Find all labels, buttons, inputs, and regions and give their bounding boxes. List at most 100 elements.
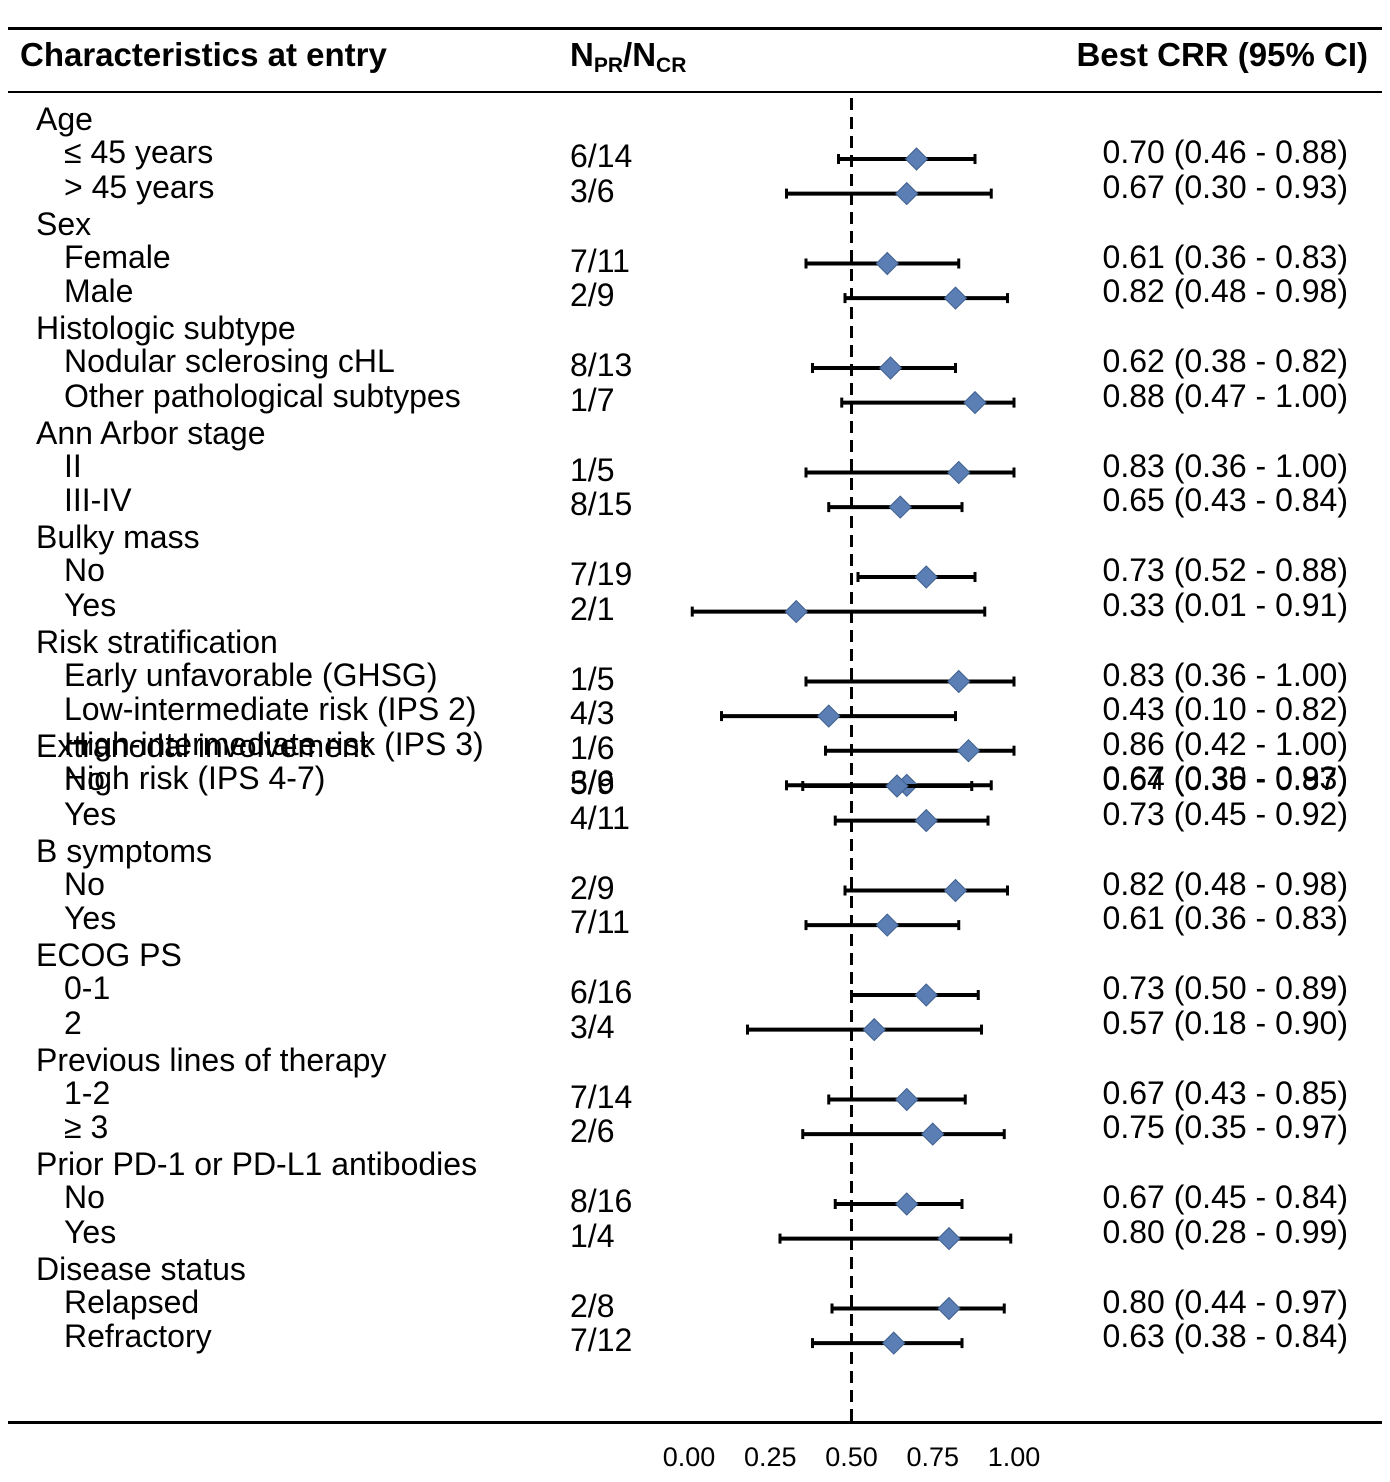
x-tick-label: 0.00	[663, 1442, 716, 1472]
row-n-ratio: 8/13	[570, 347, 633, 383]
point-estimate-marker	[947, 460, 971, 485]
header-rule	[8, 91, 1382, 93]
point-estimate-marker	[875, 913, 899, 937]
x-tick-label: 0.50	[825, 1442, 878, 1472]
bottom-rule	[8, 1421, 1382, 1424]
point-estimate-marker	[888, 495, 912, 519]
row-label: Yes	[64, 795, 117, 832]
row-label: III-IV	[64, 482, 132, 519]
x-tick-label: 1.00	[988, 1442, 1041, 1472]
row-estimate-text: 0.67 (0.45 - 0.84)	[1102, 1179, 1348, 1215]
row-label: > 45 years	[64, 168, 215, 205]
point-estimate-marker	[914, 565, 938, 589]
row-label: Relapsed	[64, 1283, 200, 1320]
row-estimate-text: 0.65 (0.43 - 0.84)	[1102, 482, 1348, 519]
row-n-ratio: 2/9	[570, 869, 615, 906]
row-n-ratio: 8/16	[570, 1183, 633, 1219]
point-estimate-marker	[937, 1296, 961, 1321]
header-characteristics: Characteristics at entry	[20, 36, 387, 73]
row-n-ratio: 7/11	[570, 242, 630, 279]
row-estimate-text: 0.63 (0.38 - 0.84)	[1102, 1318, 1348, 1355]
group-label: Histologic subtype	[36, 310, 296, 346]
row-estimate-text: 0.82 (0.48 - 0.98)	[1102, 865, 1348, 902]
row-n-ratio: 7/19	[570, 556, 633, 592]
row-label: No	[64, 865, 105, 902]
row-n-ratio: 2/8	[570, 1287, 615, 1324]
row-estimate-text: 0.80 (0.28 - 0.99)	[1102, 1213, 1348, 1250]
row-estimate-text: 0.70 (0.46 - 0.88)	[1102, 134, 1348, 170]
group-label: Disease status	[36, 1250, 246, 1287]
row-label: Other pathological subtypes	[64, 377, 461, 414]
row-estimate-text: 0.73 (0.50 - 0.89)	[1102, 970, 1348, 1006]
row-label: Early unfavorable (GHSG)	[64, 656, 438, 693]
group-label: ECOG PS	[36, 937, 182, 973]
group-label: Risk stratification	[36, 623, 278, 660]
row-estimate-text: 0.61 (0.36 - 0.83)	[1102, 900, 1348, 937]
point-estimate-marker	[784, 599, 808, 624]
row-label: 2	[64, 1004, 82, 1041]
row-estimate-text: 0.67 (0.30 - 0.93)	[1102, 168, 1348, 205]
point-estimate-marker	[882, 1331, 906, 1355]
row-n-ratio: 6/14	[570, 138, 633, 174]
point-estimate-marker	[956, 738, 981, 763]
row-estimate-text: 0.67 (0.43 - 0.85)	[1102, 1074, 1348, 1111]
row-n-ratio: 1/6	[570, 729, 615, 766]
row-label: II	[64, 447, 82, 484]
row-estimate-text: 0.75 (0.35 - 0.97)	[1102, 1109, 1348, 1146]
row-n-ratio: 4/11	[570, 799, 630, 836]
row-estimate-text: 0.43 (0.10 - 0.82)	[1102, 691, 1348, 728]
row-n-ratio: 7/11	[570, 904, 630, 941]
row-n-ratio: 4/3	[570, 695, 615, 732]
row-n-ratio: 2/9	[570, 277, 615, 314]
x-tick-label: 0.25	[744, 1442, 797, 1472]
group-label: Bulky mass	[36, 519, 200, 555]
header-n-ratio: NPR/NCR	[570, 36, 686, 78]
row-label: Low-intermediate risk (IPS 2)	[64, 691, 477, 728]
row-n-ratio: 1/7	[570, 381, 615, 418]
point-estimate-marker	[862, 1017, 886, 1042]
row-label: High risk (IPS 4-7)	[64, 760, 326, 797]
row-estimate-text: 0.33 (0.01 - 0.91)	[1102, 586, 1348, 623]
row-label: Male	[64, 273, 134, 310]
row-n-ratio: 1/4	[570, 1217, 615, 1254]
row-n-ratio: 3/4	[570, 1008, 615, 1045]
row-estimate-text: 0.83 (0.36 - 1.00)	[1102, 656, 1348, 693]
row-n-ratio: 1/5	[570, 660, 615, 697]
point-estimate-marker	[878, 356, 903, 380]
point-estimate-marker	[963, 390, 987, 415]
row-n-ratio: 2/1	[570, 590, 615, 627]
row-label: Yes	[64, 586, 117, 623]
row-label: No	[64, 761, 105, 797]
group-label: Extranodal involvement	[36, 728, 369, 764]
row-n-ratio: 2/6	[570, 1113, 615, 1150]
row-estimate-text: 0.83 (0.36 - 1.00)	[1102, 447, 1348, 484]
point-estimate-marker	[937, 1226, 961, 1251]
row-n-ratio: 3/6	[570, 764, 615, 801]
row-label: 1-2	[64, 1074, 111, 1111]
row-estimate-text: 0.80 (0.44 - 0.97)	[1102, 1283, 1348, 1320]
row-estimate-text: 0.82 (0.48 - 0.98)	[1102, 273, 1348, 310]
row-estimate-text: 0.73 (0.52 - 0.88)	[1102, 552, 1348, 588]
row-label: Yes	[64, 1213, 117, 1250]
group-label: Age	[36, 101, 93, 137]
row-estimate-text: 0.86 (0.42 - 1.00)	[1102, 725, 1348, 762]
top-rule	[8, 27, 1382, 30]
point-estimate-marker	[943, 878, 968, 903]
row-label: Nodular sclerosing cHL	[64, 343, 395, 379]
header-n-main: N	[570, 36, 594, 73]
row-n-ratio: 6/16	[570, 974, 633, 1010]
row-label: 0-1	[64, 970, 111, 1006]
point-estimate-marker	[914, 808, 938, 833]
row-estimate-text: 0.88 (0.47 - 1.00)	[1102, 377, 1348, 414]
row-n-ratio: 8/15	[570, 486, 633, 523]
header-estimate: Best CRR (95% CI)	[1076, 36, 1368, 73]
row-label: Yes	[64, 900, 117, 937]
row-n-ratio: 3/6	[570, 172, 615, 209]
row-n-ratio: 5/9	[570, 765, 615, 801]
row-n-ratio: 7/12	[570, 1322, 633, 1359]
row-label: Refractory	[64, 1318, 212, 1355]
group-label: Sex	[36, 205, 92, 242]
row-estimate-text: 0.67 (0.30 - 0.93)	[1102, 760, 1348, 797]
row-estimate-text: 0.64 (0.35 - 0.87)	[1102, 761, 1348, 797]
